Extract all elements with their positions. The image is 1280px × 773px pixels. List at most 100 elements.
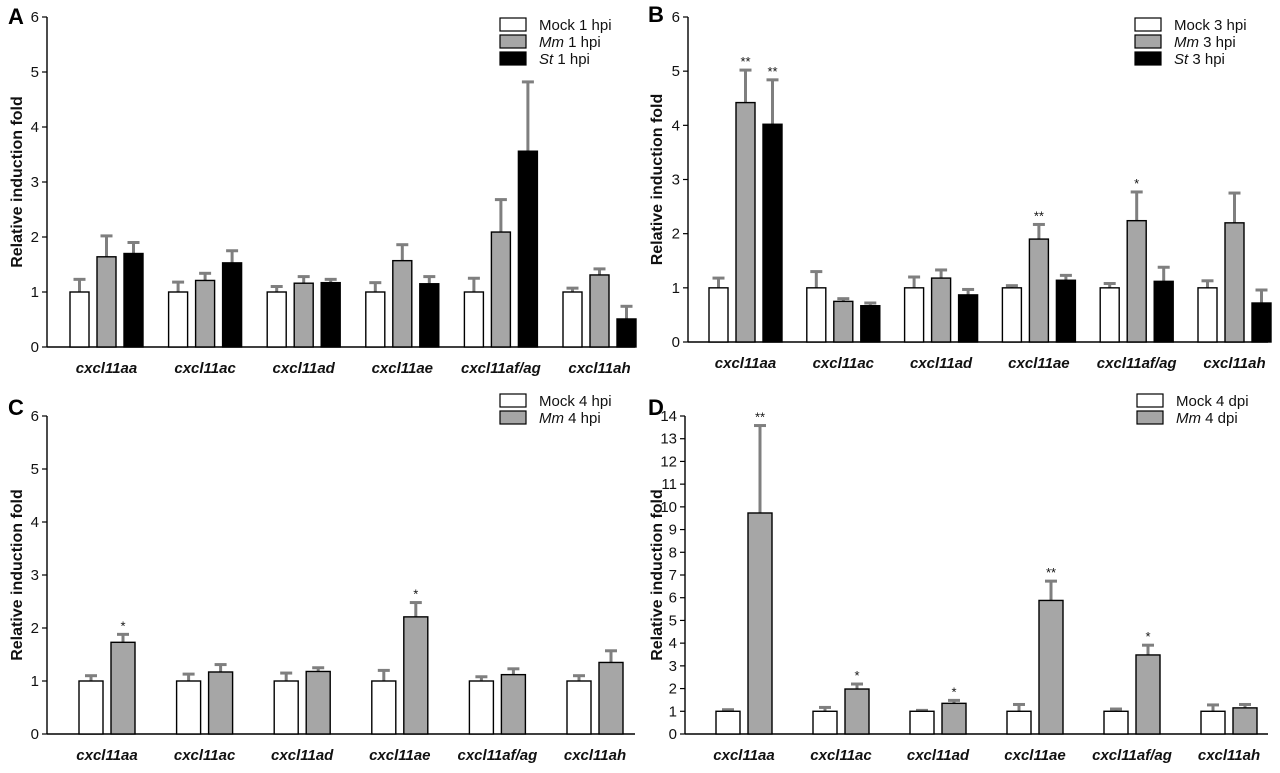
significance-marker: * — [1145, 629, 1150, 644]
legend-label: St 1 hpi — [539, 51, 590, 68]
legend-label-text: 1 hpi — [553, 51, 590, 68]
bar — [1099, 287, 1120, 343]
category-label: cxcl11ac — [810, 747, 872, 764]
bar — [167, 291, 189, 348]
legend-label: Mock 1 hpi — [539, 17, 612, 34]
bar — [844, 688, 870, 735]
bar — [598, 661, 624, 735]
bar — [1001, 287, 1023, 343]
bar — [1200, 710, 1226, 735]
bar — [616, 318, 637, 348]
legend-swatch — [1136, 393, 1164, 408]
y-tick-label: 1 — [672, 280, 680, 297]
bar — [273, 680, 299, 735]
category-label: cxcl11ac — [174, 747, 236, 764]
bar — [123, 252, 144, 348]
category-label: cxcl11aa — [713, 747, 774, 764]
y-tick-label: 0 — [31, 726, 39, 743]
bar — [903, 287, 925, 343]
legend-label-text: Mock 4 dpi — [1176, 393, 1249, 410]
bar — [293, 282, 314, 348]
bar — [175, 680, 202, 735]
category-label: cxcl11ad — [910, 355, 973, 372]
category-label: cxcl11ae — [372, 360, 433, 377]
bar — [419, 283, 440, 348]
significance-marker: ** — [1046, 565, 1056, 580]
category-label: cxcl11af/ag — [461, 360, 541, 377]
bar — [1251, 302, 1272, 343]
y-tick-label: 0 — [672, 334, 680, 351]
category-label: cxcl11ae — [1004, 747, 1065, 764]
legend-label: Mm 3 hpi — [1174, 34, 1236, 51]
bar — [194, 279, 216, 348]
bar — [403, 616, 429, 735]
bar — [371, 680, 397, 735]
bar — [305, 670, 331, 735]
legend-swatch — [1134, 34, 1162, 49]
category-label: cxcl11af/ag — [458, 747, 538, 764]
significance-marker: ** — [740, 54, 750, 69]
legend-label-text: Mock 4 hpi — [539, 393, 612, 410]
category-label: cxcl11af/ag — [1097, 355, 1177, 372]
significance-marker: * — [1134, 176, 1139, 191]
y-tick-label: 2 — [31, 620, 39, 637]
y-tick-label: 6 — [669, 590, 677, 607]
bar — [1197, 287, 1218, 343]
category-label: cxcl11aa — [76, 360, 137, 377]
significance-marker: * — [951, 684, 956, 699]
panel-label: A — [8, 4, 24, 29]
bar — [468, 680, 495, 735]
y-tick-label: 2 — [672, 226, 680, 243]
bar — [221, 262, 243, 348]
bar — [1224, 222, 1245, 343]
bar — [589, 274, 610, 348]
panel-a: A 0 1 2 3 4 5 6 Relative induction fold cxcl11aa c… — [8, 4, 637, 377]
bar — [463, 291, 485, 348]
y-tick-label: 6 — [31, 408, 39, 425]
legend-label-italic: St — [539, 51, 554, 68]
panel-b: B 0 1 2 3 4 5 6 Relative induction fold cxcl11aa *… — [648, 2, 1272, 372]
bar — [320, 281, 341, 348]
bar — [715, 710, 741, 735]
y-tick-label: 4 — [672, 117, 680, 134]
legend-label: Mock 4 dpi — [1176, 393, 1249, 410]
bar — [500, 673, 527, 735]
significance-marker: * — [413, 587, 418, 602]
bar — [69, 291, 90, 348]
category-label: cxcl11ad — [273, 360, 336, 377]
category-label: cxcl11ac — [174, 360, 236, 377]
bar — [1135, 654, 1161, 735]
significance-marker: * — [854, 668, 859, 683]
bar — [1006, 710, 1032, 735]
bar — [562, 291, 583, 348]
legend-swatch — [499, 17, 527, 32]
category-label: cxcl11ah — [1198, 747, 1260, 764]
legend-label-italic: Mm — [539, 34, 564, 51]
legend-label: Mock 4 hpi — [539, 393, 612, 410]
y-tick-label: 5 — [672, 63, 680, 80]
category-label: cxcl11ae — [1008, 355, 1069, 372]
bar — [517, 150, 539, 348]
category-label: cxcl11ae — [369, 747, 430, 764]
legend-swatch — [1134, 51, 1162, 66]
legend-label: Mm 4 hpi — [539, 410, 601, 427]
legend-swatch — [499, 51, 527, 66]
legend-label-italic: Mm — [539, 410, 564, 427]
legend-label-text: Mock 3 hpi — [1174, 17, 1247, 34]
y-axis-label: Relative induction fold — [649, 489, 666, 661]
y-tick-label: 4 — [31, 119, 39, 136]
category-label: cxcl11ad — [907, 747, 970, 764]
bar — [1153, 280, 1174, 343]
category-label: cxcl11ah — [564, 747, 626, 764]
bar — [812, 710, 838, 735]
y-tick-label: 0 — [31, 339, 39, 356]
legend-swatch — [499, 393, 527, 408]
legend-label-text: 4 hpi — [564, 410, 601, 427]
bar — [490, 231, 512, 348]
bar — [96, 256, 117, 348]
bar — [735, 101, 756, 343]
